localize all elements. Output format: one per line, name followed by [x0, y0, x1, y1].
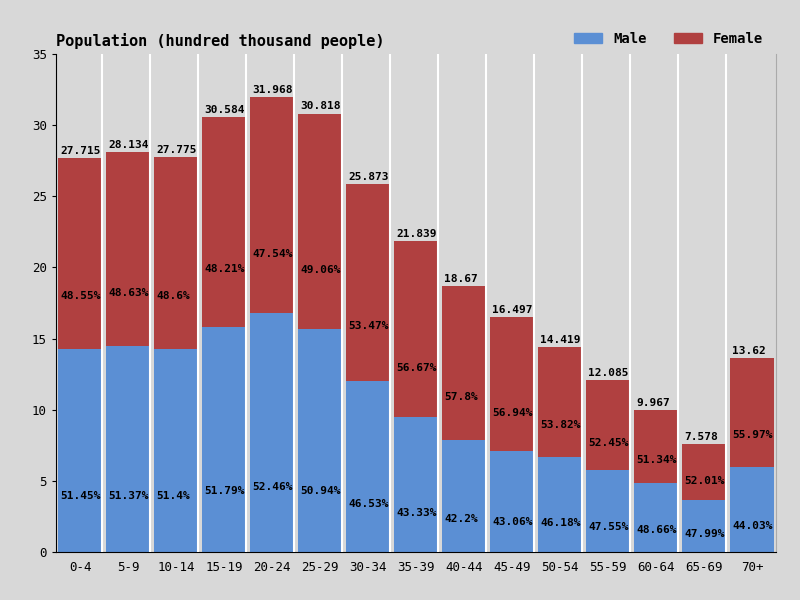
Text: 53.82%: 53.82% [540, 419, 581, 430]
Text: 51.79%: 51.79% [204, 485, 245, 496]
Bar [634, 483, 678, 552]
Text: 50.94%: 50.94% [300, 486, 341, 496]
Text: 51.45%: 51.45% [60, 491, 101, 501]
Text: 52.45%: 52.45% [588, 437, 629, 448]
Text: 47.55%: 47.55% [588, 521, 629, 532]
Text: 14.419: 14.419 [540, 335, 581, 345]
Bar [442, 286, 486, 440]
Bar [106, 152, 150, 346]
Text: 52.01%: 52.01% [684, 476, 725, 486]
Bar [250, 313, 294, 552]
Text: 48.63%: 48.63% [108, 287, 149, 298]
Legend: Male, Female: Male, Female [569, 26, 769, 51]
Text: 53.47%: 53.47% [348, 322, 389, 331]
Bar [442, 440, 486, 552]
Bar [298, 329, 342, 552]
Bar [202, 326, 246, 552]
Text: 7.578: 7.578 [684, 432, 718, 442]
Text: 30.584: 30.584 [204, 104, 245, 115]
Bar [154, 349, 198, 552]
Text: 9.967: 9.967 [636, 398, 670, 408]
Bar [298, 113, 342, 329]
Text: 46.53%: 46.53% [348, 499, 389, 509]
Text: 18.67: 18.67 [444, 274, 478, 284]
Text: Population (hundred thousand people): Population (hundred thousand people) [56, 32, 385, 49]
Text: 31.968: 31.968 [252, 85, 293, 95]
Bar [346, 184, 390, 381]
Text: 43.06%: 43.06% [492, 517, 533, 527]
Bar [394, 418, 438, 552]
Text: 49.06%: 49.06% [300, 265, 341, 275]
Bar [106, 346, 150, 552]
Text: 27.775: 27.775 [156, 145, 197, 155]
Bar [682, 500, 726, 552]
Text: 44.03%: 44.03% [732, 521, 773, 530]
Text: 55.97%: 55.97% [732, 430, 773, 440]
Bar [538, 457, 582, 552]
Bar [202, 117, 246, 326]
Text: 51.4%: 51.4% [156, 491, 190, 501]
Text: 48.6%: 48.6% [156, 291, 190, 301]
Bar [58, 158, 102, 349]
Text: 16.497: 16.497 [492, 305, 533, 315]
Text: 47.99%: 47.99% [684, 529, 725, 539]
Bar [58, 349, 102, 552]
Bar [682, 444, 726, 500]
Text: 12.085: 12.085 [588, 368, 629, 378]
Text: 52.46%: 52.46% [252, 482, 293, 493]
Text: 42.2%: 42.2% [444, 514, 478, 524]
Bar [538, 347, 582, 457]
Bar [490, 451, 534, 552]
Bar [730, 358, 774, 467]
Bar [730, 467, 774, 552]
Text: 48.55%: 48.55% [60, 291, 101, 301]
Bar [586, 470, 630, 552]
Text: 28.134: 28.134 [108, 140, 149, 149]
Text: 47.54%: 47.54% [252, 250, 293, 259]
Bar [586, 380, 630, 470]
Bar [250, 97, 294, 313]
Text: 56.94%: 56.94% [492, 407, 533, 418]
Bar [394, 241, 438, 418]
Text: 46.18%: 46.18% [540, 518, 581, 529]
Text: 27.715: 27.715 [60, 146, 101, 155]
Text: 43.33%: 43.33% [396, 508, 437, 518]
Bar [346, 381, 390, 552]
Text: 51.37%: 51.37% [108, 491, 149, 500]
Text: 25.873: 25.873 [348, 172, 389, 182]
Text: 13.62: 13.62 [732, 346, 766, 356]
Text: 21.839: 21.839 [396, 229, 437, 239]
Text: 30.818: 30.818 [300, 101, 341, 112]
Text: 57.8%: 57.8% [444, 392, 478, 401]
Text: 48.66%: 48.66% [636, 525, 677, 535]
Text: 48.21%: 48.21% [204, 264, 245, 274]
Text: 51.34%: 51.34% [636, 455, 677, 465]
Bar [490, 317, 534, 451]
Text: 56.67%: 56.67% [396, 364, 437, 373]
Bar [154, 157, 198, 349]
Bar [634, 410, 678, 483]
